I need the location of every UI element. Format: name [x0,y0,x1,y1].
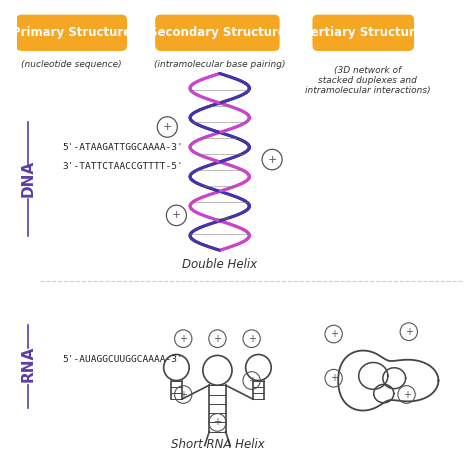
Text: Secondary Structure: Secondary Structure [149,26,286,39]
Text: +: + [402,389,410,400]
Text: +: + [179,389,187,400]
Text: +: + [405,327,413,336]
FancyBboxPatch shape [17,15,126,50]
Text: (nucleotide sequence): (nucleotide sequence) [21,59,122,68]
Text: +: + [329,329,337,339]
Text: +: + [213,417,221,427]
FancyBboxPatch shape [313,15,413,50]
Text: +: + [267,154,277,165]
Text: RNA: RNA [21,346,36,382]
Text: +: + [172,211,181,220]
Text: 3'-TATTCTAACCGTTTT-5': 3'-TATTCTAACCGTTTT-5' [63,162,183,171]
Text: Short RNA Helix: Short RNA Helix [171,438,264,451]
Text: +: + [247,334,255,344]
Text: +: + [247,375,255,386]
Text: +: + [179,334,187,344]
FancyBboxPatch shape [156,15,279,50]
Text: 5'-AUAGGCUUGGCAAAA-3': 5'-AUAGGCUUGGCAAAA-3' [63,355,183,364]
Text: (3D network of
stacked duplexes and
intramolecular interactions): (3D network of stacked duplexes and intr… [305,66,430,95]
Text: DNA: DNA [21,160,36,197]
Text: Primary Structure: Primary Structure [12,26,131,39]
Text: 5'-ATAAGATTGGCAAAA-3': 5'-ATAAGATTGGCAAAA-3' [63,143,183,153]
Text: +: + [329,373,337,383]
Text: Tertiary Structure: Tertiary Structure [304,26,423,39]
Text: +: + [213,334,221,344]
Text: (intramolecular base pairing): (intramolecular base pairing) [154,59,285,68]
Text: +: + [163,122,172,132]
Text: Double Helix: Double Helix [182,258,257,271]
